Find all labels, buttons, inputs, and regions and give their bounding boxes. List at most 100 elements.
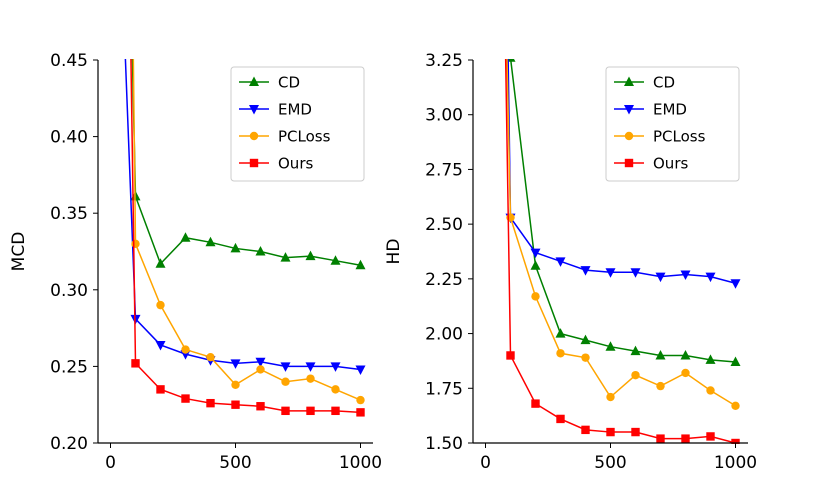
data-point-cd <box>655 349 666 360</box>
series-cd <box>505 59 741 367</box>
legend-item-ours: Ours <box>239 155 313 173</box>
data-point-pcloss <box>556 349 565 358</box>
data-point-pcloss <box>606 392 615 402</box>
y-tick-label: 2.00 <box>425 325 463 345</box>
data-point-ours <box>206 398 215 408</box>
data-point-ours <box>581 425 590 435</box>
series-pcloss <box>131 59 365 405</box>
legend-marker <box>624 105 634 115</box>
data-point-pcloss <box>131 239 140 249</box>
series-line-cd <box>509 59 736 363</box>
data-point-emd <box>280 362 291 372</box>
data-point-ours <box>556 414 565 424</box>
legend-label: PCLoss <box>278 128 331 146</box>
data-point-cd <box>205 236 216 247</box>
data-point-pcloss <box>681 368 690 378</box>
data-point-cd <box>155 258 166 268</box>
data-point-pcloss <box>281 377 290 386</box>
x-tick-label: 500 <box>594 453 626 473</box>
data-point-emd <box>530 248 541 259</box>
data-point-pcloss <box>181 345 190 354</box>
data-point-ours <box>356 408 365 417</box>
x-tick-label: 0 <box>480 453 491 473</box>
legend-item-cd: CD <box>239 74 300 92</box>
data-point-cd <box>305 250 316 261</box>
legend-item-ours: Ours <box>614 155 688 173</box>
legend-box <box>605 66 740 182</box>
data-point-emd <box>155 340 166 351</box>
data-point-pcloss <box>656 381 665 391</box>
data-point-cd <box>255 246 266 256</box>
y-tick-label: 3.00 <box>425 106 463 126</box>
data-point-cd <box>280 252 291 262</box>
series-ours <box>130 59 365 417</box>
data-point-ours <box>681 434 690 443</box>
data-point-emd <box>230 359 241 369</box>
data-point-pcloss <box>256 365 265 374</box>
data-point-pcloss <box>206 353 215 362</box>
y-tick-label: 0.20 <box>50 434 88 454</box>
data-point-pcloss <box>156 300 165 310</box>
data-point-ours <box>306 406 315 416</box>
legend-marker <box>624 131 634 141</box>
data-point-ours <box>656 434 665 443</box>
data-point-pcloss <box>356 395 365 405</box>
data-point-ours <box>331 406 340 416</box>
data-point-cd <box>180 232 191 242</box>
series-emd <box>124 59 366 375</box>
legend-marker <box>624 76 634 86</box>
data-point-emd <box>630 268 641 278</box>
y-axis-label: HD <box>384 239 404 265</box>
data-point-cd <box>580 334 591 345</box>
y-tick-label: 1.50 <box>425 434 463 454</box>
legend-label: CD <box>278 74 300 92</box>
data-point-emd <box>655 272 666 283</box>
data-point-ours <box>531 399 540 408</box>
data-point-ours <box>131 359 140 368</box>
legend-label: CD <box>653 74 675 92</box>
legend-label: EMD <box>653 101 687 119</box>
data-point-cd <box>730 356 741 367</box>
data-point-cd <box>230 242 241 253</box>
x-tick-label: 1000 <box>714 453 757 473</box>
series-emd <box>505 59 741 289</box>
data-point-ours <box>156 385 165 394</box>
series-ours <box>504 59 740 444</box>
legend-item-pcloss: PCLoss <box>614 128 706 146</box>
data-point-emd <box>305 362 316 372</box>
legend-marker <box>249 158 259 168</box>
x-tick-label: 500 <box>219 453 251 473</box>
data-point-pcloss <box>231 380 240 389</box>
data-point-ours <box>506 351 515 360</box>
data-point-emd <box>355 365 366 375</box>
data-point-cd <box>680 349 691 360</box>
data-point-emd <box>605 268 616 278</box>
data-point-pcloss <box>731 401 740 410</box>
data-point-emd <box>705 272 716 283</box>
x-tick-label: 1000 <box>339 453 382 473</box>
legend-box <box>230 66 365 182</box>
data-point-emd <box>330 362 341 372</box>
data-point-pcloss <box>706 386 715 395</box>
y-tick-label: 0.30 <box>50 281 88 301</box>
data-point-cd <box>705 354 716 364</box>
legend: CD EMD PCLoss Ours <box>230 66 365 182</box>
data-point-cd <box>330 255 341 265</box>
data-point-ours <box>606 427 615 437</box>
data-point-pcloss <box>331 385 340 394</box>
chart-panel-mcd: 0.20 0.25 0.30 0.35 0.40 0.45 0 500 1000 MCD CD EMD… <box>9 51 382 473</box>
series-pcloss <box>506 59 740 410</box>
y-tick-label: 3.25 <box>425 51 463 71</box>
data-point-cd <box>605 341 616 351</box>
data-point-pcloss <box>631 370 640 380</box>
legend-item-emd: EMD <box>614 101 687 119</box>
data-point-cd <box>630 345 641 356</box>
legend-marker <box>249 105 259 115</box>
legend-marker <box>624 158 634 168</box>
legend-item-cd: CD <box>614 74 675 92</box>
data-point-ours <box>631 427 640 437</box>
legend-item-pcloss: PCLoss <box>239 128 331 146</box>
y-tick-label: 2.25 <box>425 270 463 290</box>
legend-label: EMD <box>278 101 312 119</box>
